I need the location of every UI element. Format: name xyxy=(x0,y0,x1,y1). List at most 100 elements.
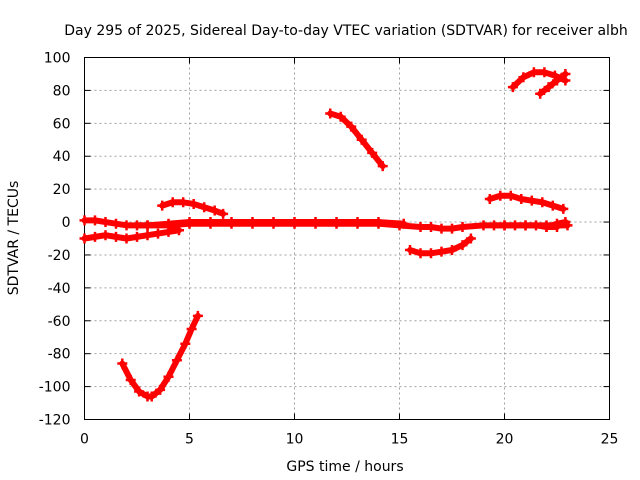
data-point xyxy=(146,391,157,402)
data-point xyxy=(121,220,132,231)
axis-ticks: 0 5 10 15 20 25 -120 -100 -80 -60 -40 -20 0 20 40 60 80 1… xyxy=(39,51,619,448)
data-point xyxy=(367,147,378,158)
series-line xyxy=(537,70,569,97)
data-point xyxy=(100,230,111,241)
data-point xyxy=(352,217,363,228)
data-point xyxy=(268,217,279,228)
data-point xyxy=(465,233,476,244)
x-tick-label: 0 xyxy=(80,432,89,448)
data-point xyxy=(398,218,409,229)
data-point xyxy=(155,384,166,395)
data-point xyxy=(335,111,346,122)
y-tick-label: -20 xyxy=(48,248,71,264)
data-point xyxy=(142,230,153,241)
data-point xyxy=(539,67,550,78)
data-point xyxy=(111,218,121,229)
data-point xyxy=(484,194,495,205)
x-axis-label: GPS time / hours xyxy=(286,459,403,475)
data-point xyxy=(331,217,342,228)
data-point xyxy=(180,338,191,349)
data-point xyxy=(169,223,180,234)
y-tick-label: -80 xyxy=(48,347,71,363)
data-point xyxy=(178,197,189,208)
data-point xyxy=(510,220,520,231)
data-point xyxy=(163,226,174,237)
data-point xyxy=(134,386,145,397)
data-point xyxy=(543,82,554,93)
data-point xyxy=(171,355,182,366)
data-point xyxy=(436,223,447,234)
data-point xyxy=(516,194,527,205)
data-point xyxy=(192,310,203,321)
data-point xyxy=(535,88,546,99)
data-point xyxy=(489,220,499,231)
data-point xyxy=(205,217,216,228)
data-point xyxy=(325,108,336,119)
data-point xyxy=(552,75,562,86)
data-point xyxy=(447,223,457,234)
data-point xyxy=(547,200,558,211)
data-point xyxy=(186,324,197,334)
data-point xyxy=(552,218,562,229)
data-point xyxy=(457,221,468,232)
series-group xyxy=(79,67,573,402)
series-arc-hump-5h xyxy=(157,197,229,219)
data-point xyxy=(125,375,136,386)
series-arc-start-negative xyxy=(79,223,184,244)
data-point xyxy=(132,220,142,231)
data-point xyxy=(209,205,220,216)
chart-title: Day 295 of 2025, Sidereal Day-to-day VTE… xyxy=(64,23,627,39)
series-arc-neg-16h xyxy=(405,233,476,259)
data-point xyxy=(478,220,489,231)
data-point xyxy=(415,221,426,232)
data-point xyxy=(499,220,510,231)
y-tick-label: 80 xyxy=(53,83,71,99)
data-point xyxy=(528,67,539,78)
data-point xyxy=(377,161,388,172)
data-point xyxy=(142,220,153,231)
data-point xyxy=(457,240,468,251)
series-line xyxy=(119,312,201,400)
data-point xyxy=(558,203,569,214)
data-point xyxy=(188,198,199,209)
x-tick-label: 10 xyxy=(286,432,304,448)
data-point xyxy=(100,217,111,228)
y-tick-label: 100 xyxy=(44,51,71,67)
data-point xyxy=(560,68,571,79)
data-point xyxy=(157,200,168,211)
data-point xyxy=(426,248,436,259)
y-tick-label: 0 xyxy=(62,215,71,231)
series-arc-near-zero-b xyxy=(132,217,409,231)
y-tick-label: 60 xyxy=(53,116,71,132)
series-arc-top-right-b xyxy=(535,68,571,99)
data-point xyxy=(218,208,229,219)
data-point xyxy=(79,233,90,244)
y-tick-label: -40 xyxy=(48,281,71,297)
data-point xyxy=(373,217,384,228)
y-tick-label: 40 xyxy=(53,149,71,165)
series-arc-pos-20h xyxy=(484,190,569,214)
data-point xyxy=(526,195,537,206)
x-tick-label: 15 xyxy=(391,432,409,448)
y-axis-label: SDTVAR / TECUs xyxy=(6,181,22,296)
data-point xyxy=(405,245,415,256)
data-point xyxy=(505,190,516,201)
data-point xyxy=(537,197,548,208)
data-point xyxy=(495,190,506,201)
grid-lines xyxy=(84,57,610,420)
data-point xyxy=(117,358,128,369)
x-tick-label: 25 xyxy=(601,432,619,448)
data-point xyxy=(310,217,321,228)
data-point xyxy=(184,217,195,228)
series-arc-deep-dip xyxy=(117,310,203,402)
y-tick-label: -100 xyxy=(39,380,71,396)
data-point xyxy=(356,134,367,145)
x-tick-label: 20 xyxy=(496,432,514,448)
series-arc-late-rise xyxy=(541,217,571,232)
data-point xyxy=(226,217,237,228)
data-point xyxy=(132,231,142,242)
data-point xyxy=(289,217,300,228)
data-point xyxy=(90,215,100,226)
data-point xyxy=(541,221,552,232)
